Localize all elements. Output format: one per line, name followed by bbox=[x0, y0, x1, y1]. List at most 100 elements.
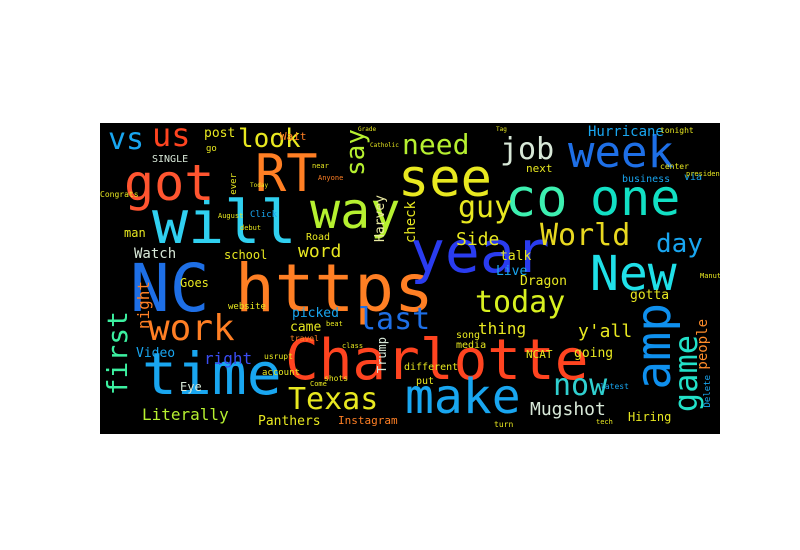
cloud-word: Charlotte bbox=[285, 328, 589, 393]
cloud-word: people bbox=[695, 319, 711, 370]
cloud-word: us bbox=[152, 123, 191, 154]
cloud-word: Harvey bbox=[373, 195, 388, 242]
cloud-word: https bbox=[235, 250, 434, 327]
cloud-word: check bbox=[403, 201, 419, 244]
cloud-word: word bbox=[298, 241, 342, 262]
cloud-word: see bbox=[398, 149, 492, 209]
cloud-word: class bbox=[342, 342, 364, 350]
cloud-word: put bbox=[416, 376, 435, 387]
cloud-word: need bbox=[402, 128, 470, 161]
cloud-word: came bbox=[290, 320, 322, 335]
cloud-word: Side bbox=[456, 229, 500, 250]
cloud-word: guy bbox=[458, 190, 513, 225]
cloud-word: center bbox=[660, 162, 689, 171]
cloud-word: time bbox=[142, 340, 282, 408]
cloud-word: Grade bbox=[358, 126, 377, 133]
cloud-word: Watch bbox=[134, 246, 177, 262]
cloud-word: Today bbox=[250, 182, 269, 189]
cloud-word: RT bbox=[255, 144, 318, 204]
cloud-word: president bbox=[686, 170, 720, 178]
cloud-word: Congrats bbox=[100, 190, 139, 199]
cloud-word: day bbox=[656, 229, 703, 259]
cloud-word: first bbox=[101, 311, 134, 396]
cloud-word: will bbox=[152, 188, 297, 258]
cloud-word: August bbox=[218, 212, 244, 220]
cloud-word: way bbox=[310, 182, 401, 240]
cloud-word: right bbox=[204, 349, 253, 368]
cloud-word: make bbox=[405, 369, 521, 425]
cloud-word: vs bbox=[108, 123, 145, 157]
cloud-word: man bbox=[124, 226, 146, 240]
cloud-word: debut bbox=[240, 224, 262, 232]
cloud-word: Live bbox=[496, 264, 528, 279]
cloud-word: Hiring bbox=[628, 410, 672, 424]
cloud-word: Catholic bbox=[370, 142, 399, 149]
cloud-word: work bbox=[148, 308, 235, 349]
cloud-word: song bbox=[456, 330, 481, 341]
cloud-word: say bbox=[341, 129, 371, 176]
cloud-word: tonight bbox=[660, 126, 694, 135]
cloud-word: Tag bbox=[496, 126, 507, 133]
cloud-word: media bbox=[456, 340, 487, 351]
cloud-word: go bbox=[206, 144, 217, 154]
cloud-word: job bbox=[500, 132, 555, 167]
cloud-word: next bbox=[526, 162, 553, 175]
cloud-word: Road bbox=[306, 232, 331, 243]
cloud-word: Eye bbox=[180, 380, 202, 394]
cloud-word: look bbox=[238, 124, 301, 154]
cloud-word: week bbox=[568, 127, 674, 178]
cloud-word: y'all bbox=[578, 321, 633, 342]
word-cloud: https Charlotte NC year time one co will… bbox=[100, 123, 720, 434]
cloud-word: tech bbox=[596, 418, 613, 426]
cloud-word: year bbox=[410, 218, 550, 286]
cloud-word: Wait bbox=[280, 130, 307, 143]
cloud-word: Hurricane bbox=[588, 124, 664, 140]
cloud-word: via bbox=[684, 172, 703, 183]
cloud-word: night bbox=[134, 281, 153, 330]
cloud-word: ever bbox=[229, 173, 239, 195]
cloud-word: SINGLE bbox=[152, 154, 189, 165]
cloud-word: got bbox=[124, 154, 215, 212]
cloud-word: NC bbox=[130, 250, 210, 327]
cloud-word: Come bbox=[310, 380, 327, 388]
cloud-word: NCAT bbox=[526, 348, 553, 361]
cloud-word: usrupt bbox=[264, 352, 293, 361]
cloud-word: New bbox=[590, 246, 677, 302]
cloud-word: turn bbox=[494, 420, 514, 429]
cloud-word: travel bbox=[290, 334, 319, 343]
cloud-word: going bbox=[574, 346, 614, 361]
cloud-word: account bbox=[262, 368, 300, 378]
cloud-word: Manuto bbox=[700, 272, 720, 280]
cloud-word: Literally bbox=[142, 405, 229, 424]
cloud-word: Goes bbox=[180, 276, 209, 290]
cloud-word: Anyone bbox=[318, 174, 344, 182]
cloud-word: near bbox=[312, 162, 329, 170]
cloud-word: Panthers bbox=[258, 414, 321, 429]
cloud-word: latest bbox=[600, 382, 629, 391]
cloud-word: Delete bbox=[703, 375, 713, 408]
cloud-word: business bbox=[622, 174, 671, 185]
cloud-word: Texas bbox=[288, 382, 379, 417]
cloud-word: Trump bbox=[375, 337, 389, 374]
cloud-word: talk bbox=[500, 249, 532, 264]
cloud-word: Click bbox=[250, 210, 278, 220]
cloud-word: thing bbox=[478, 319, 527, 338]
cloud-word: website bbox=[228, 302, 266, 312]
cloud-word: post bbox=[204, 126, 236, 141]
cloud-word: school bbox=[224, 248, 268, 262]
cloud-word: last bbox=[358, 302, 431, 337]
cloud-word: Dragon bbox=[520, 274, 567, 289]
cloud-word: today bbox=[475, 285, 566, 320]
cloud-word: different bbox=[404, 362, 459, 373]
cloud-word: Video bbox=[136, 346, 176, 361]
cloud-word: one bbox=[590, 169, 681, 227]
cloud-word: picked bbox=[292, 306, 339, 321]
cloud-word: gotta bbox=[630, 288, 670, 303]
cloud-word: Mugshot bbox=[530, 399, 606, 420]
cloud-word: Instagram bbox=[338, 414, 398, 427]
cloud-word: beat bbox=[326, 320, 343, 328]
cloud-word: World bbox=[540, 218, 631, 253]
cloud-word: co bbox=[505, 169, 568, 229]
cloud-word: now bbox=[553, 368, 608, 403]
cloud-word: shots bbox=[324, 374, 349, 383]
